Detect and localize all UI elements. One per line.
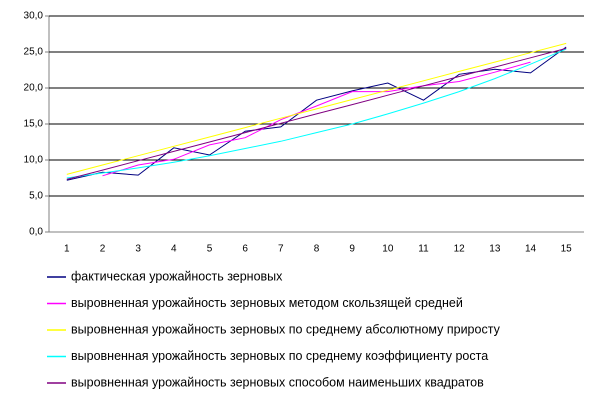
x-tick-label: 12	[454, 244, 466, 255]
x-tick-label: 1	[64, 244, 70, 255]
x-tick-label: 2	[100, 244, 106, 255]
series-line	[66, 42, 567, 175]
x-tick-label: 9	[349, 244, 355, 255]
series-line	[66, 48, 567, 179]
legend-label: выровненная урожайность зерновых методом…	[71, 296, 463, 310]
legend-label: выровненная урожайность зерновых по сред…	[71, 349, 488, 363]
x-tick-label: 11	[418, 244, 429, 255]
y-tick-label: 25,0	[24, 47, 44, 58]
series-line	[66, 47, 567, 180]
y-tick-label: 0,0	[29, 227, 43, 238]
legend-label: выровненная урожайность зерновых способо…	[71, 375, 484, 389]
x-tick-label: 6	[242, 244, 248, 255]
x-tick-label: 13	[489, 244, 501, 255]
legend-label: выровненная урожайность зерновых по сред…	[71, 322, 501, 336]
x-tick-label: 14	[525, 244, 537, 255]
x-tick-label: 3	[135, 244, 141, 255]
legend-label: фактическая урожайность зерновых	[71, 269, 283, 283]
x-tick-label: 8	[314, 244, 320, 255]
y-tick-label: 30,0	[24, 11, 44, 22]
y-tick-label: 20,0	[24, 83, 44, 94]
x-tick-label: 7	[278, 244, 284, 255]
x-tick-label: 15	[561, 244, 573, 255]
y-tick-label: 15,0	[24, 119, 44, 130]
series-line	[102, 61, 531, 177]
x-tick-label: 10	[382, 244, 394, 255]
y-tick-label: 10,0	[24, 155, 44, 166]
y-tick-label: 5,0	[29, 191, 43, 202]
x-tick-label: 4	[171, 244, 177, 255]
x-tick-label: 5	[207, 244, 213, 255]
